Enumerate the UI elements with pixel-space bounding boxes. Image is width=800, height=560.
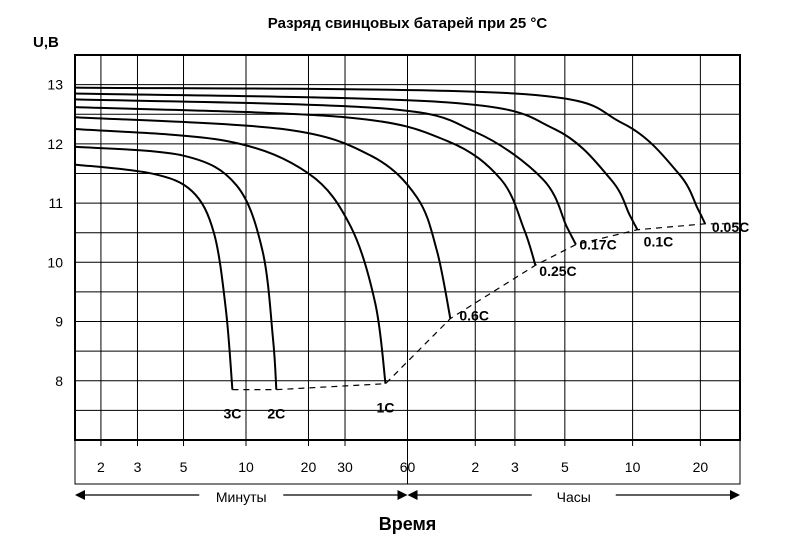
y-tick: 9 [55, 314, 63, 330]
x-tick: 10 [238, 459, 254, 475]
x-tick: 30 [337, 459, 353, 475]
segment-label: Часы [557, 489, 591, 505]
curve-label: 3C [223, 405, 241, 421]
x-tick: 5 [180, 459, 188, 475]
x-tick: 20 [693, 459, 709, 475]
y-tick: 10 [47, 254, 63, 270]
curve-label: 0.17C [579, 237, 616, 253]
y-tick: 11 [48, 195, 63, 211]
y-axis-label: U,В [33, 34, 59, 51]
curve-label: 0.05C [712, 219, 749, 235]
x-tick: 10 [625, 459, 641, 475]
y-tick: 12 [47, 136, 63, 152]
segment-label: Минуты [216, 489, 267, 505]
curve-label: 1C [377, 399, 395, 415]
curve-label: 0.1C [644, 234, 674, 250]
chart-background [0, 0, 800, 560]
x-tick: 5 [561, 459, 569, 475]
chart-title: Разряд свинцовых батарей при 25 °C [268, 15, 548, 32]
y-tick: 8 [55, 373, 63, 389]
curve-label: 0.6C [459, 308, 489, 324]
x-tick: 3 [134, 459, 142, 475]
y-tick: 13 [47, 77, 63, 93]
curve-label: 0.25C [539, 263, 576, 279]
x-tick: 2 [471, 459, 479, 475]
x-tick: 3 [511, 459, 519, 475]
x-tick: 2 [97, 459, 105, 475]
x-axis-label: Время [379, 514, 437, 534]
x-tick: 20 [301, 459, 317, 475]
curve-label: 2C [267, 405, 285, 421]
